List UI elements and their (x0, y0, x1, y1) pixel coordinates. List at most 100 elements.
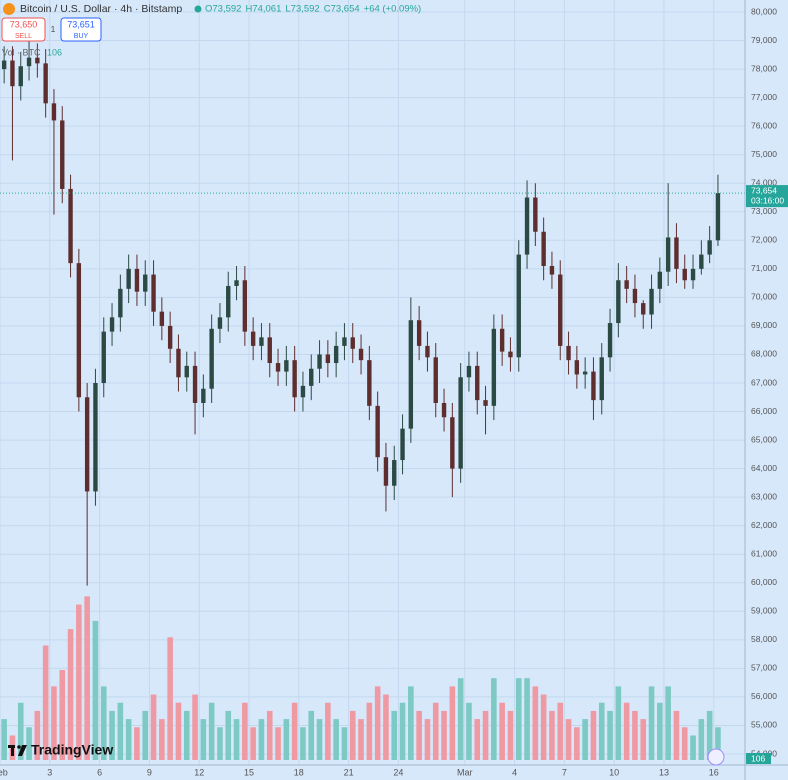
volume-bar (134, 727, 140, 760)
x-tick-label: 10 (609, 767, 619, 777)
x-tick-label: 16 (709, 767, 719, 777)
sell-label: SELL (15, 33, 32, 40)
logo-icon (8, 745, 27, 756)
y-tick-label: 65,000 (751, 434, 777, 444)
y-tick-label: 77,000 (751, 92, 777, 102)
candle-body (475, 365, 480, 401)
candle-body (558, 274, 563, 346)
sell-price: 73,650 (10, 19, 38, 29)
volume-bar (34, 710, 41, 760)
volume-bar (706, 710, 713, 760)
candle-body (76, 263, 82, 398)
x-tick-label: 15 (244, 767, 254, 777)
candle-body (524, 197, 530, 255)
y-tick-label: 62,000 (751, 520, 777, 530)
candle-body (26, 57, 32, 67)
y-tick-label: 67,000 (751, 377, 777, 387)
candle-body (259, 337, 264, 346)
volume-bar (109, 710, 115, 760)
axes: 54,00055,00056,00057,00058,00059,00060,0… (0, 6, 788, 777)
candle-body (632, 288, 638, 304)
volume-bar (208, 702, 215, 760)
chart-title: Bitcoin / U.S. Dollar · 4h · Bitstamp (20, 3, 182, 15)
buy-button[interactable] (60, 17, 102, 42)
y-tick-label: 68,000 (751, 349, 777, 359)
volume-bar (275, 727, 281, 760)
volume-bar (482, 710, 489, 760)
candle-body (309, 368, 314, 386)
y-tick-label: 70,000 (751, 292, 777, 302)
volume-bar (150, 694, 157, 760)
volume-bar (549, 710, 555, 760)
ohlc: O73,592 H74,061 L73,592 C73,654 +64 (+0.09%) (205, 4, 421, 15)
candle-body (134, 268, 140, 292)
x-tick-label: 18 (294, 767, 304, 777)
spread: 1 (51, 25, 56, 34)
x-tick-label: 12 (194, 767, 204, 777)
candle-body (101, 331, 106, 383)
candle-body (18, 66, 23, 87)
last-volume-box (746, 753, 771, 764)
candle-body (43, 63, 48, 104)
candle-body (126, 268, 131, 289)
y-tick-label: 61,000 (751, 548, 777, 558)
candle-body (51, 103, 57, 121)
volume-bar (524, 678, 530, 760)
candle-body (151, 274, 156, 312)
countdown: 03:16:00 (751, 195, 784, 205)
candle-body (491, 328, 497, 406)
volume-bar (632, 710, 638, 760)
volume-bar (441, 710, 447, 760)
x-tick-label: 7 (562, 767, 567, 777)
y-tick-label: 63,000 (751, 491, 777, 501)
candle-body (699, 254, 704, 269)
volume-bar (51, 686, 57, 760)
volume-bar (466, 702, 472, 760)
lightning-button[interactable] (707, 748, 725, 766)
candle-body (508, 351, 513, 358)
volume-bar (598, 702, 605, 760)
volume-bar (100, 686, 107, 760)
candle-body (416, 320, 422, 346)
candle-body (300, 385, 306, 398)
volume-bar (59, 670, 66, 760)
candle-body (441, 402, 447, 418)
volume-bar (17, 702, 24, 760)
candle-body (325, 354, 331, 364)
y-tick-label: 56,000 (751, 691, 777, 701)
logo: TradingView (31, 742, 113, 758)
candle-body (674, 237, 679, 269)
volume-bar (657, 702, 663, 760)
volume-bar (457, 678, 464, 760)
x-tick-label: Feb (0, 767, 8, 777)
candle-body (201, 388, 206, 403)
candle-body (450, 417, 455, 469)
y-tick-label: 75,000 (751, 149, 777, 159)
y-tick-label: 69,000 (751, 320, 777, 330)
volume-bar (366, 702, 373, 760)
x-tick-label: 21 (344, 767, 354, 777)
volume (1, 596, 721, 760)
candle-body (267, 337, 272, 364)
volume-bar (432, 702, 439, 760)
volume-bar (266, 710, 273, 760)
candle-body (226, 285, 231, 318)
y-tick-label: 73,000 (751, 206, 777, 216)
y-tick-label: 57,000 (751, 663, 777, 673)
ohlc-value: L73,592 (285, 4, 319, 15)
volume-bar (507, 710, 514, 760)
candle-body (367, 360, 372, 406)
candle-body (591, 371, 596, 401)
y-tick-label: 64,000 (751, 463, 777, 473)
volume-bar (665, 686, 671, 760)
ohlc-value: O73,592 (205, 4, 241, 15)
candle-body (35, 57, 40, 64)
volume-bar (242, 702, 248, 760)
volume-bar (159, 719, 165, 760)
volume-bar (399, 702, 406, 760)
sell-button[interactable] (1, 17, 46, 42)
volume-bar (499, 702, 505, 760)
volume-bar (167, 637, 173, 760)
candle-body (242, 280, 248, 332)
y-tick-label: 74,000 (751, 177, 777, 187)
